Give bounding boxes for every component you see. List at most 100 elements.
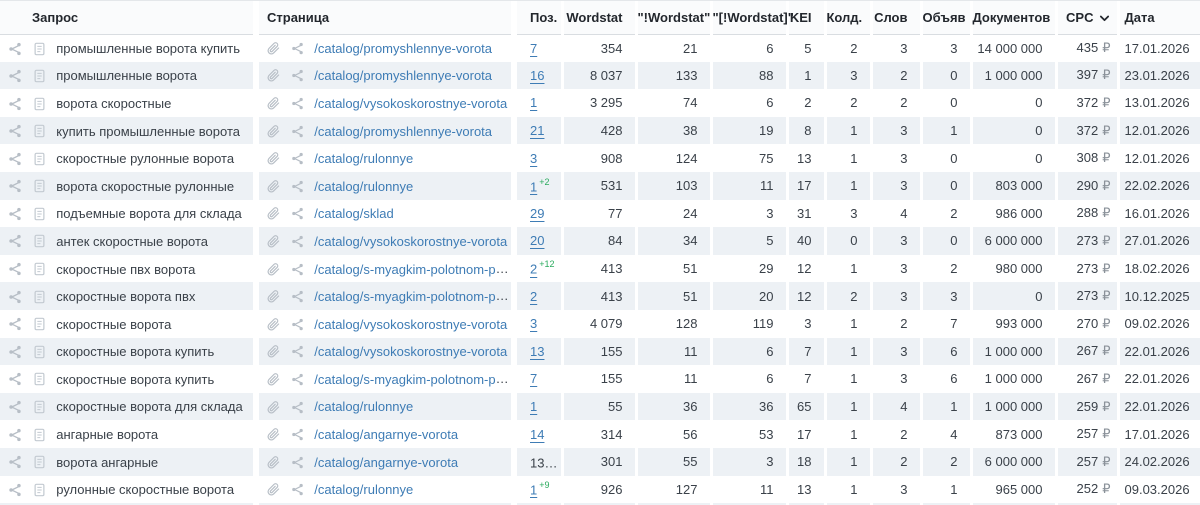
share-icon[interactable] <box>8 317 22 331</box>
page-link[interactable]: /catalog/vysokoskorostnye-vorota <box>314 233 508 249</box>
page-link[interactable]: /catalog/sklad <box>314 206 394 222</box>
paperclip-icon[interactable] <box>267 42 280 55</box>
page-link[interactable]: /catalog/angarnye-vorota <box>314 454 459 470</box>
position-value[interactable]: 7 <box>530 40 538 56</box>
document-icon[interactable] <box>33 372 46 386</box>
share-icon[interactable] <box>8 42 22 56</box>
paperclip-icon[interactable] <box>267 290 280 303</box>
header-page[interactable]: Страница <box>256 1 517 35</box>
document-icon[interactable] <box>33 345 46 359</box>
header-date[interactable]: Дата <box>1118 1 1200 35</box>
share-icon[interactable] <box>8 290 22 304</box>
page-link[interactable]: /catalog/s-myagkim-polotnom-pvkh/alba... <box>314 289 509 305</box>
paperclip-icon[interactable] <box>267 69 280 82</box>
share-icon[interactable] <box>291 428 304 441</box>
position-value[interactable]: 16 <box>530 67 545 83</box>
share-icon[interactable] <box>291 125 304 138</box>
page-link[interactable]: /catalog/vysokoskorostnye-vorota <box>314 316 508 332</box>
position-value[interactable]: 3 <box>530 150 538 166</box>
page-link[interactable]: /catalog/s-myagkim-polotnom-pvkh <box>314 261 514 277</box>
page-link[interactable]: /catalog/vysokoskorostnye-vorota <box>314 344 508 360</box>
header-kei[interactable]: KEI <box>787 1 827 35</box>
page-link[interactable]: /catalog/s-myagkim-polotnom-pvkh <box>314 371 514 387</box>
position-value[interactable]: 20 <box>530 233 545 249</box>
share-icon[interactable] <box>291 69 304 82</box>
paperclip-icon[interactable] <box>267 124 280 138</box>
paperclip-icon[interactable] <box>267 373 280 386</box>
document-icon[interactable] <box>33 317 46 331</box>
page-link[interactable]: /catalog/promyshlennye-vorota <box>314 41 493 57</box>
share-icon[interactable] <box>8 455 22 469</box>
share-icon[interactable] <box>8 69 22 83</box>
document-icon[interactable] <box>33 262 46 276</box>
share-icon[interactable] <box>8 483 22 497</box>
paperclip-icon[interactable] <box>267 235 280 248</box>
header-obyav[interactable]: Объяв <box>921 1 973 35</box>
share-icon[interactable] <box>291 152 304 165</box>
share-icon[interactable] <box>291 235 304 248</box>
share-icon[interactable] <box>291 456 304 469</box>
paperclip-icon[interactable] <box>267 428 280 441</box>
share-icon[interactable] <box>291 180 304 193</box>
paperclip-icon[interactable] <box>267 455 280 469</box>
document-icon[interactable] <box>33 290 46 304</box>
share-icon[interactable] <box>291 97 304 110</box>
header-wordstat-bracket[interactable]: "[!Wordstat]" <box>711 1 794 35</box>
share-icon[interactable] <box>8 234 22 248</box>
document-icon[interactable] <box>33 428 46 442</box>
position-value[interactable]: 1 <box>530 482 538 498</box>
share-icon[interactable] <box>291 373 304 386</box>
share-icon[interactable] <box>8 179 22 193</box>
document-icon[interactable] <box>33 207 46 221</box>
paperclip-icon[interactable] <box>267 207 280 220</box>
document-icon[interactable] <box>33 179 46 193</box>
position-value[interactable]: 29 <box>530 205 545 221</box>
header-cpc[interactable]: CPC <box>1056 1 1120 35</box>
document-icon[interactable] <box>33 97 46 111</box>
document-icon[interactable] <box>33 483 46 497</box>
share-icon[interactable] <box>8 345 22 359</box>
header-query[interactable]: Запрос <box>0 1 259 35</box>
page-link[interactable]: /catalog/rulonnye <box>314 178 414 194</box>
share-icon[interactable] <box>291 318 304 331</box>
share-icon[interactable] <box>8 262 22 276</box>
page-link[interactable]: /catalog/promyshlennye-vorota <box>314 123 493 139</box>
paperclip-icon[interactable] <box>267 97 280 110</box>
paperclip-icon[interactable] <box>267 180 280 193</box>
share-icon[interactable] <box>8 372 22 386</box>
document-icon[interactable] <box>33 152 46 166</box>
page-link[interactable]: /catalog/angarnye-vorota <box>314 427 459 443</box>
document-icon[interactable] <box>33 234 46 248</box>
document-icon[interactable] <box>33 455 46 469</box>
share-icon[interactable] <box>8 207 22 221</box>
page-link[interactable]: /catalog/vysokoskorostnye-vorota <box>314 96 508 112</box>
position-value[interactable]: 13 <box>530 343 545 359</box>
paperclip-icon[interactable] <box>267 262 280 276</box>
position-value[interactable]: 3 <box>530 316 538 332</box>
header-slov[interactable]: Слов <box>871 1 923 35</box>
paperclip-icon[interactable] <box>267 483 280 496</box>
header-wordstat[interactable]: Wordstat <box>562 1 638 35</box>
position-value[interactable]: 7 <box>530 371 538 387</box>
share-icon[interactable] <box>291 207 304 220</box>
share-icon[interactable] <box>291 263 304 276</box>
position-value[interactable]: 2 <box>530 261 538 277</box>
position-value[interactable]: 14 <box>530 426 545 442</box>
document-icon[interactable] <box>33 69 46 83</box>
document-icon[interactable] <box>33 42 46 56</box>
header-kold[interactable]: Колд. <box>825 1 873 35</box>
header-position[interactable]: Поз. <box>514 1 564 35</box>
position-value[interactable]: 2 <box>530 288 538 304</box>
share-icon[interactable] <box>291 42 304 55</box>
paperclip-icon[interactable] <box>267 317 280 331</box>
share-icon[interactable] <box>8 152 22 166</box>
position-value[interactable]: 1 <box>530 178 538 194</box>
header-documents[interactable]: Документов <box>971 1 1058 35</box>
share-icon[interactable] <box>291 345 304 358</box>
position-value[interactable]: 21 <box>530 123 545 139</box>
share-icon[interactable] <box>8 428 22 442</box>
share-icon[interactable] <box>291 483 304 496</box>
header-wordstat-exact[interactable]: "!Wordstat" <box>636 1 713 35</box>
document-icon[interactable] <box>33 400 46 414</box>
page-link[interactable]: /catalog/promyshlennye-vorota <box>314 68 493 84</box>
